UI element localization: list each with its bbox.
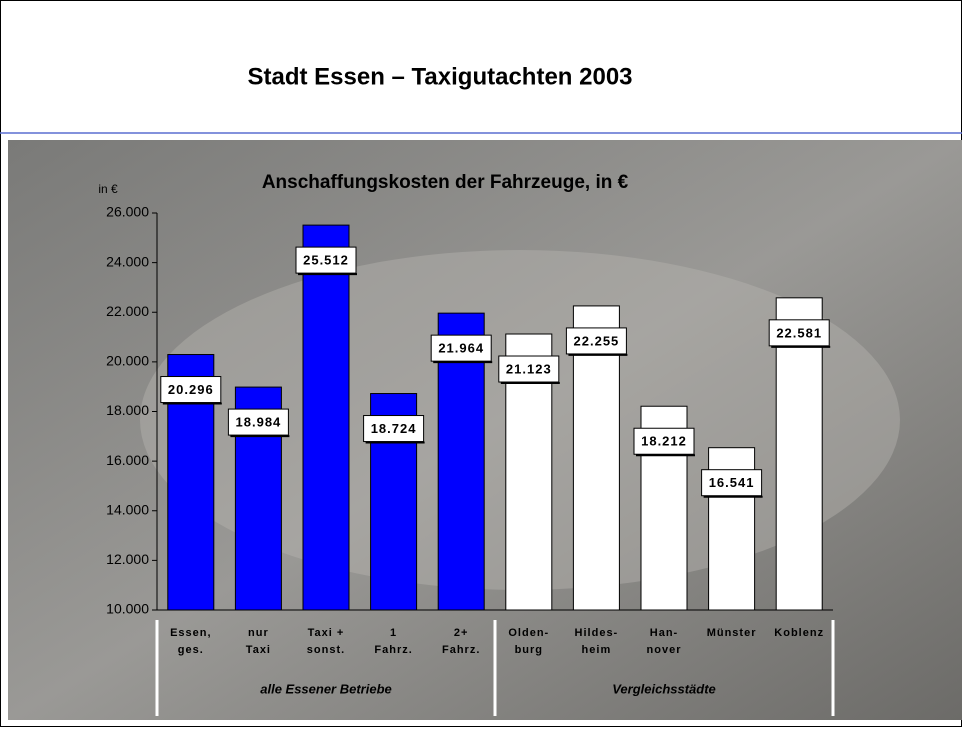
group-label: Vergleichsstädte bbox=[612, 681, 716, 696]
y-tick-label: 22.000 bbox=[106, 303, 149, 319]
bar bbox=[303, 225, 349, 610]
value-label: 18.984 bbox=[236, 415, 282, 430]
value-label: 18.724 bbox=[371, 421, 417, 436]
value-label: 25.512 bbox=[303, 253, 349, 268]
y-tick-label: 26.000 bbox=[106, 204, 149, 220]
y-tick-label: 18.000 bbox=[106, 402, 149, 418]
value-label: 21.964 bbox=[438, 341, 484, 356]
y-tick-label: 24.000 bbox=[106, 253, 149, 269]
y-tick-label: 12.000 bbox=[106, 551, 149, 567]
y-tick-label: 10.000 bbox=[106, 601, 149, 617]
value-label: 20.296 bbox=[168, 382, 214, 397]
y-tick-label: 14.000 bbox=[106, 501, 149, 517]
slide-title: Stadt Essen – Taxigutachten 2003 bbox=[247, 63, 632, 90]
chart-title: Anschaffungskosten der Fahrzeuge, in € bbox=[262, 172, 629, 193]
y-tick-label: 16.000 bbox=[106, 452, 149, 468]
value-label: 18.212 bbox=[641, 434, 687, 449]
x-tick-label: Koblenz bbox=[774, 627, 824, 639]
slide: Stadt Essen – Taxigutachten 2003 Anschaf… bbox=[0, 0, 962, 727]
value-label: 21.123 bbox=[506, 361, 552, 376]
group-label: alle Essener Betriebe bbox=[260, 681, 392, 696]
x-tick-label: Münster bbox=[707, 627, 757, 639]
value-label: 22.255 bbox=[574, 333, 620, 348]
value-label: 22.581 bbox=[776, 325, 822, 340]
value-label: 16.541 bbox=[709, 475, 755, 490]
y-tick-label: 20.000 bbox=[106, 353, 149, 369]
y-axis-label: in € bbox=[98, 182, 118, 196]
